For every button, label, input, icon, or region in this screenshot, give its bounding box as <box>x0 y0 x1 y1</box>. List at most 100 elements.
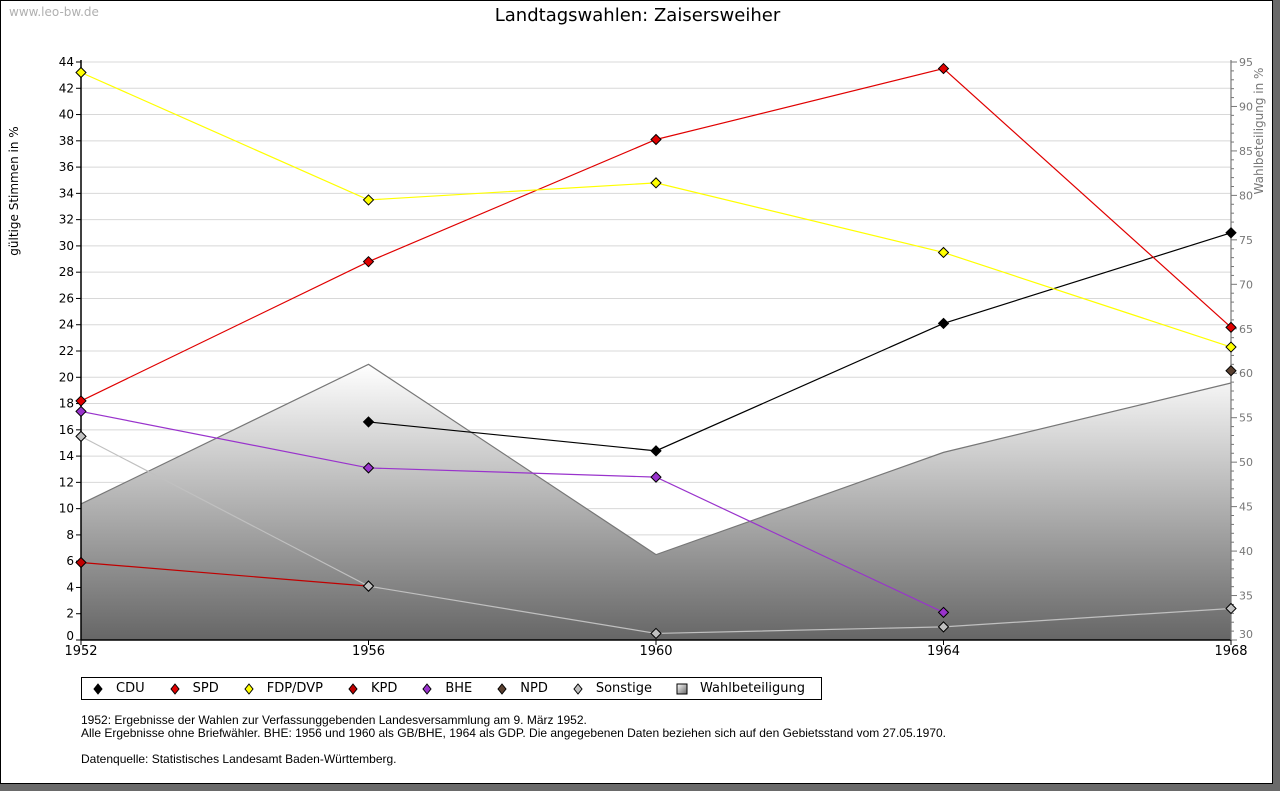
data-point <box>75 405 87 418</box>
y-tick-label: 38 <box>59 134 74 148</box>
series-spd <box>75 62 1237 407</box>
legend-label: CDU <box>116 681 145 696</box>
y-tick-label: 22 <box>59 344 74 358</box>
data-point <box>650 445 662 457</box>
legend-item: CDU <box>92 681 145 696</box>
data-point <box>75 556 87 569</box>
series-sonstige <box>75 430 1237 640</box>
y-tick-label: 40 <box>59 108 74 122</box>
legend-item: Wahlbeteiligung <box>676 681 805 696</box>
x-tick-label: 1964 <box>927 644 960 659</box>
y-tick-label: 28 <box>59 265 74 279</box>
y2-tick-label: 90 <box>1239 100 1253 113</box>
series-line <box>80 410 944 613</box>
y-tick-label: 32 <box>59 213 74 227</box>
diamond-marker-icon <box>573 682 583 695</box>
x-tick-label: 1952 <box>64 644 97 659</box>
y-tick-label: 10 <box>59 502 74 516</box>
legend-item: SPD <box>169 681 219 696</box>
data-point <box>1225 341 1237 353</box>
data-point <box>1225 602 1237 615</box>
data-point <box>650 177 662 189</box>
legend-label: NPD <box>520 681 548 696</box>
diamond-marker-icon <box>169 682 180 695</box>
diamond-marker-icon <box>244 682 254 695</box>
legend-label: BHE <box>445 681 473 696</box>
series-line <box>368 232 1232 452</box>
data-point <box>937 621 950 633</box>
square-swatch-icon <box>676 683 688 694</box>
y2-tick-label: 35 <box>1239 590 1253 603</box>
y-tick-label: 8 <box>66 528 74 542</box>
y2-tick-label: 95 <box>1239 56 1253 69</box>
series-line <box>80 561 369 587</box>
series-lines <box>75 62 1237 640</box>
data-point <box>362 255 375 268</box>
y-axis-title: gültige Stimmen in % <box>7 126 21 255</box>
data-point <box>362 416 375 428</box>
data-point <box>1225 364 1237 377</box>
series-npd <box>1225 364 1237 377</box>
y-tick-label: 42 <box>59 81 74 95</box>
x-tick-label: 1956 <box>352 644 385 659</box>
legend-label: Sonstige <box>595 681 653 696</box>
y-tick-label: 18 <box>59 397 74 411</box>
data-point <box>937 317 950 330</box>
series-fdpdvp <box>75 66 1237 353</box>
legend-item: KPD <box>347 681 397 696</box>
y2-tick-label: 50 <box>1239 456 1253 469</box>
y-tick-label: 12 <box>59 475 74 489</box>
diamond-marker-icon <box>497 682 507 695</box>
series-line <box>80 71 1232 348</box>
y2-tick-label: 75 <box>1239 234 1253 247</box>
data-point <box>937 606 950 619</box>
series-bhe <box>75 405 950 619</box>
diamond-marker-icon <box>348 682 358 695</box>
data-point <box>937 62 950 75</box>
y-tick-label: 34 <box>59 186 74 200</box>
legend-label: SPD <box>192 681 219 696</box>
note-line-2: Alle Ergebnisse ohne Briefwähler. BHE: 1… <box>81 726 947 740</box>
note-line-1: 1952: Ergebnisse der Wahlen zur Verfassu… <box>81 713 587 727</box>
turnout-area-layer <box>80 363 1232 640</box>
y-tick-label: 14 <box>59 449 74 463</box>
chart-title: Landtagswahlen: Zaisersweiher <box>494 5 781 26</box>
x-tick-label: 1968 <box>1214 644 1247 659</box>
legend-item: Sonstige <box>572 681 652 696</box>
y-tick-label: 4 <box>66 580 74 594</box>
data-point <box>650 471 662 483</box>
y-tick-label: 44 <box>59 55 74 69</box>
data-point <box>75 66 87 79</box>
x-tick-label: 1960 <box>639 644 672 659</box>
y-tick-label: 36 <box>59 160 74 174</box>
legend-label: KPD <box>370 681 398 696</box>
chart-svg: 0246810121416182022242628303234363840424… <box>7 55 1266 659</box>
data-point <box>1225 227 1237 239</box>
y2-tick-label: 85 <box>1239 145 1253 158</box>
data-point <box>362 462 375 474</box>
y2-tick-label: 60 <box>1239 367 1253 380</box>
y-tick-label: 24 <box>59 318 74 332</box>
data-point <box>650 133 662 146</box>
data-point <box>937 246 950 259</box>
y2-tick-label: 65 <box>1239 323 1253 336</box>
legend-item: BHE <box>421 681 472 696</box>
y-tick-label: 6 <box>66 554 74 568</box>
y-tick-label: 16 <box>59 423 74 437</box>
y2-tick-label: 80 <box>1239 189 1253 202</box>
y-tick-label: 26 <box>59 291 74 305</box>
watermark: www.leo-bw.de <box>9 5 99 19</box>
y2-tick-label: 30 <box>1239 628 1253 641</box>
legend: CDU SPD FDP/DVP KPD BHE NPD Sonstige Wahlbeteil… <box>81 677 822 700</box>
axis-labels: 0246810121416182022242628303234363840424… <box>7 55 1266 659</box>
y-tick-label: 0 <box>66 629 74 643</box>
y2-axis-title: Wahlbeteiligung in % <box>1252 68 1266 195</box>
diamond-marker-icon <box>93 682 103 695</box>
y-tick-label: 30 <box>59 239 74 253</box>
legend-label: FDP/DVP <box>266 681 323 696</box>
legend-item: FDP/DVP <box>243 681 323 696</box>
data-point <box>1225 321 1237 334</box>
data-source: Datenquelle: Statistisches Landesamt Bad… <box>81 752 397 766</box>
y2-tick-label: 45 <box>1239 501 1253 514</box>
